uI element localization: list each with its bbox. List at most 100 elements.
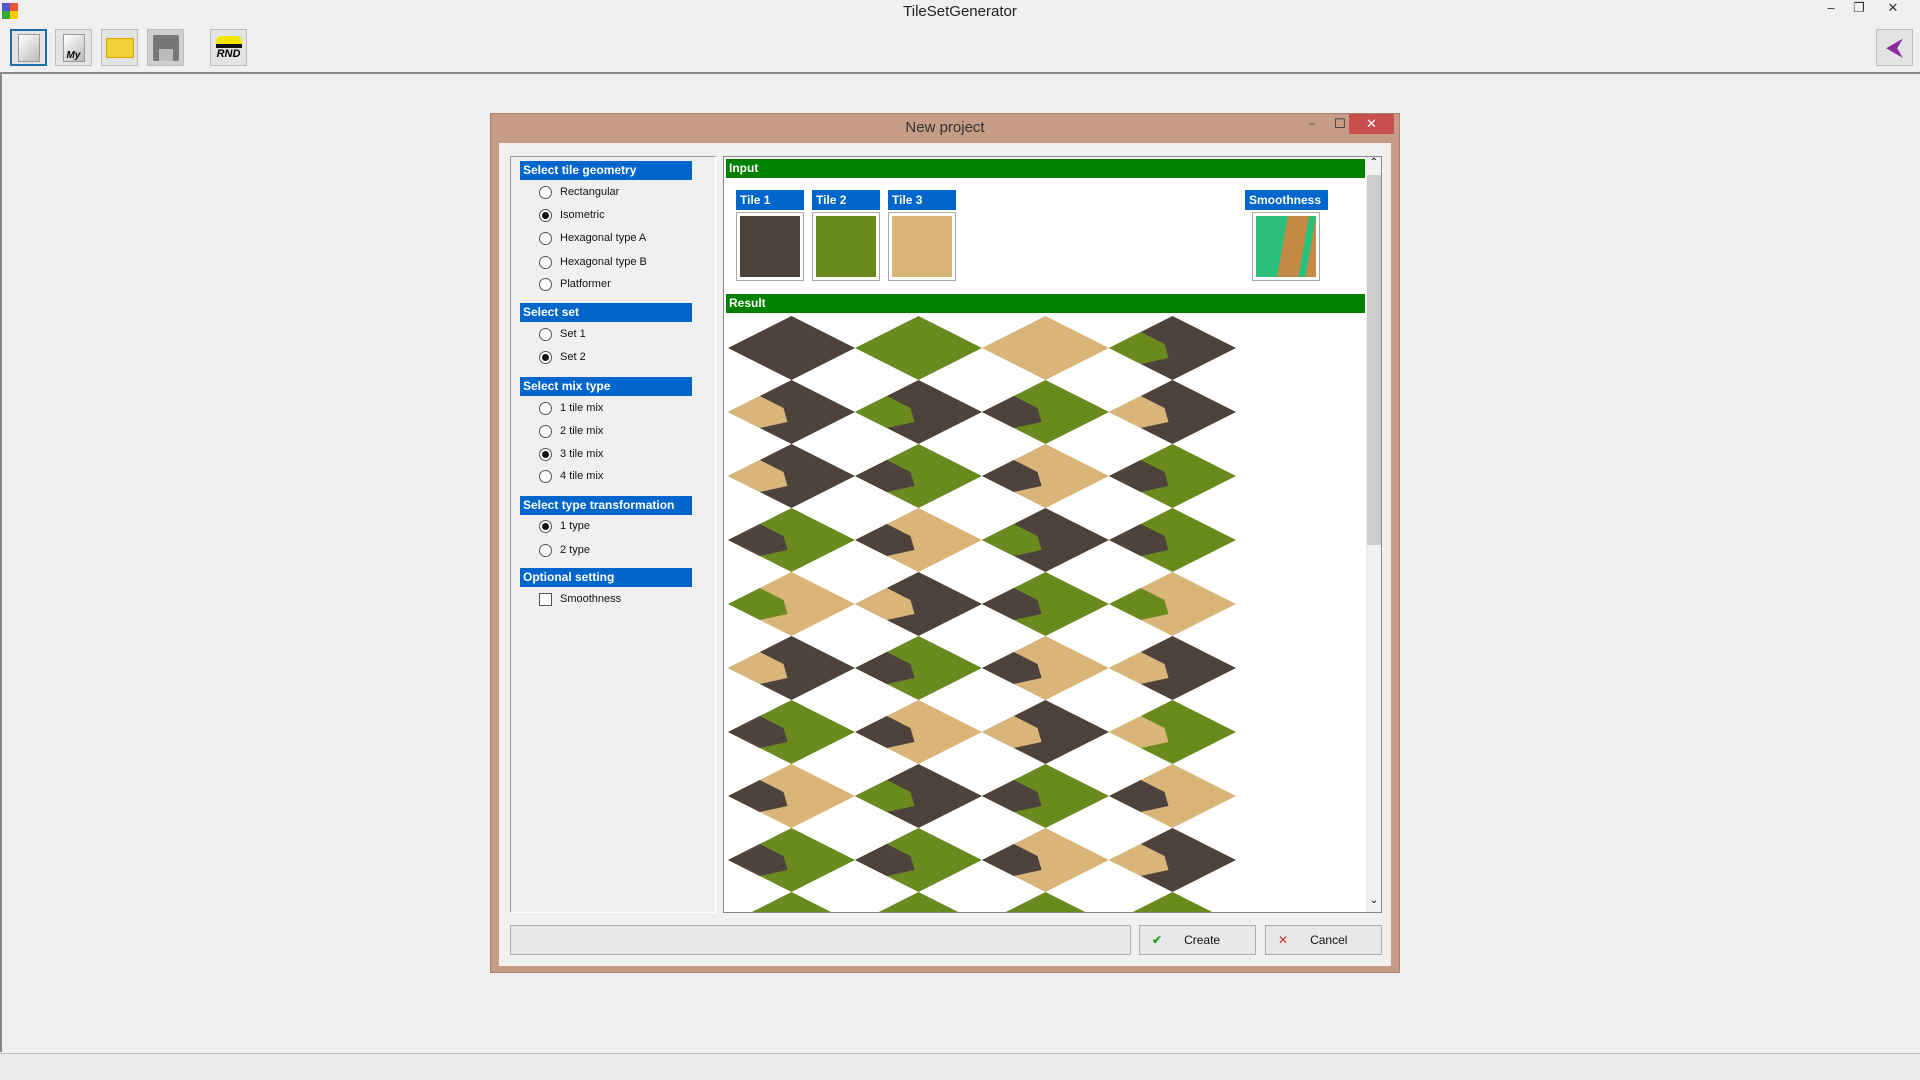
radio-indicator[interactable] — [539, 469, 552, 483]
my-document-icon: My — [62, 33, 85, 62]
result-tile-blend — [1109, 780, 1169, 812]
x-icon: ✕ — [1278, 933, 1289, 947]
new-document-icon — [17, 33, 40, 62]
radio-indicator[interactable] — [539, 519, 552, 533]
radio-1-tile-mix[interactable]: 1 tile mix — [539, 399, 603, 417]
result-tile — [1132, 892, 1213, 912]
result-header: Result — [726, 294, 1365, 313]
section-header: Select type transformation — [520, 496, 692, 515]
result-tile-blend — [982, 396, 1042, 428]
result-tile-blend — [982, 652, 1042, 684]
new-file-button[interactable] — [10, 29, 47, 66]
back-button[interactable]: ⮜ — [1876, 29, 1913, 66]
radio-indicator[interactable] — [539, 327, 552, 341]
radio-indicator[interactable] — [539, 255, 552, 269]
radio-indicator[interactable] — [539, 277, 552, 291]
radio-4-tile-mix[interactable]: 4 tile mix — [539, 467, 603, 485]
result-tile-blend — [855, 524, 915, 556]
scroll-down-icon[interactable]: ⌄ — [1369, 895, 1379, 906]
scroll-up-icon[interactable]: ⌃ — [1369, 157, 1379, 168]
tile-label: Tile 3 — [888, 190, 956, 210]
radio-set-1[interactable]: Set 1 — [539, 325, 586, 343]
result-tile-blend — [728, 588, 788, 620]
tile-label: Tile 2 — [812, 190, 880, 210]
radio-hexagonal-type-a[interactable]: Hexagonal type A — [539, 229, 646, 247]
section-header: Select mix type — [520, 377, 692, 396]
cancel-button[interactable]: ✕ Cancel — [1265, 925, 1382, 955]
title-bar: TileSetGenerator – ❐ ✕ — [0, 0, 1920, 24]
result-tile-blend — [855, 780, 915, 812]
result-tile-blend — [728, 844, 788, 876]
tile-image[interactable] — [736, 212, 804, 281]
tile-image[interactable] — [888, 212, 956, 281]
check-icon: ✔ — [1152, 933, 1163, 947]
vertical-scrollbar[interactable]: ⌃ ⌄ — [1366, 157, 1381, 912]
result-tile-blend — [1109, 524, 1169, 556]
result-tile-blend — [982, 780, 1042, 812]
result-tile — [1005, 892, 1086, 912]
radio-platformer[interactable]: Platformer — [539, 275, 611, 293]
radio-indicator[interactable] — [539, 447, 552, 461]
result-tile-blend — [855, 396, 915, 428]
bandit-mask-icon — [215, 35, 242, 48]
result-tile-blend — [1109, 716, 1169, 748]
create-button[interactable]: ✔ Create — [1139, 925, 1256, 955]
back-arrow-icon: ⮜ — [1885, 33, 1904, 61]
result-tile-blend — [982, 460, 1042, 492]
radio-3-tile-mix[interactable]: 3 tile mix — [539, 445, 603, 463]
preview-panel: Input Tile 1 Tile 2 Tile 3 Smoothness Resul… — [723, 156, 1382, 913]
result-tile-blend — [982, 588, 1042, 620]
result-tile-blend — [1109, 588, 1169, 620]
dialog-maximize-button[interactable]: ☐ — [1334, 116, 1346, 131]
dialog-close-button[interactable]: ✕ — [1349, 114, 1394, 134]
radio-set-2[interactable]: Set 2 — [539, 348, 586, 366]
my-file-button[interactable]: My — [55, 29, 92, 66]
checkbox-indicator[interactable] — [539, 592, 552, 606]
result-tile-blend — [728, 460, 788, 492]
smoothness-label: Smoothness — [1245, 190, 1328, 210]
toolbar-divider — [0, 72, 1920, 74]
app-logo-icon — [2, 3, 18, 19]
radio-1-type[interactable]: 1 type — [539, 517, 590, 535]
radio-indicator[interactable] — [539, 185, 552, 199]
close-button[interactable]: ✕ — [1887, 0, 1899, 15]
result-tile-blend — [982, 844, 1042, 876]
radio-indicator[interactable] — [539, 350, 552, 364]
save-button[interactable] — [147, 29, 184, 66]
checkbox-smoothness[interactable]: Smoothness — [539, 590, 621, 608]
radio-isometric[interactable]: Isometric — [539, 206, 605, 224]
radio-indicator[interactable] — [539, 401, 552, 415]
radio-indicator[interactable] — [539, 424, 552, 438]
restore-button[interactable]: ❐ — [1853, 0, 1865, 15]
status-field — [510, 925, 1131, 955]
radio-hexagonal-type-b[interactable]: Hexagonal type B — [539, 253, 647, 271]
random-button[interactable]: RND — [210, 29, 247, 66]
smoothness-image[interactable] — [1252, 212, 1320, 281]
dialog-minimize-button[interactable]: – — [1308, 116, 1316, 130]
result-tile-blend — [1109, 332, 1169, 364]
radio-rectangular[interactable]: Rectangular — [539, 183, 619, 201]
floppy-disk-icon — [152, 34, 179, 61]
radio-indicator[interactable] — [539, 208, 552, 222]
radio-indicator[interactable] — [539, 543, 552, 557]
tile-label: Tile 1 — [736, 190, 804, 210]
status-bar — [0, 1053, 1920, 1080]
radio-2-tile-mix[interactable]: 2 tile mix — [539, 422, 603, 440]
input-header: Input — [726, 159, 1365, 178]
section-header: Optional setting — [520, 568, 692, 587]
minimize-button[interactable]: – — [1827, 0, 1835, 15]
result-tile — [751, 892, 832, 912]
open-folder-button[interactable] — [101, 29, 138, 66]
result-tile-blend — [728, 524, 788, 556]
result-tile — [728, 316, 855, 380]
radio-indicator[interactable] — [539, 231, 552, 245]
result-tile-blend — [982, 716, 1042, 748]
scrollbar-thumb[interactable] — [1367, 175, 1381, 545]
result-tile — [982, 316, 1109, 380]
section-header: Select tile geometry — [520, 161, 692, 180]
result-tile-blend — [855, 460, 915, 492]
radio-2-type[interactable]: 2 type — [539, 541, 590, 559]
result-tile-blend — [1109, 844, 1169, 876]
tile-image[interactable] — [812, 212, 880, 281]
result-tile-blend — [855, 716, 915, 748]
